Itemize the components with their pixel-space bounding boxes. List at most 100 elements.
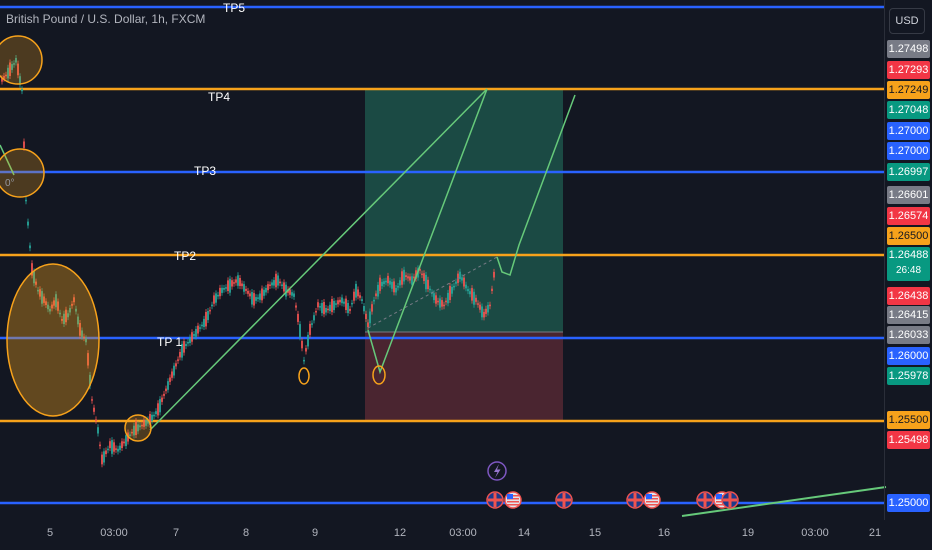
tp4-label: TP4 <box>208 90 231 104</box>
candle-body <box>387 275 389 284</box>
candle-body <box>225 287 227 289</box>
price-tag: 1.26601 <box>887 186 930 204</box>
candle-body <box>133 425 135 436</box>
candle-body <box>211 304 213 307</box>
candle-body <box>381 281 383 287</box>
candle-body <box>319 306 321 308</box>
candle-body <box>47 304 49 310</box>
candle-body <box>305 348 307 352</box>
candle-body <box>405 275 407 277</box>
candle-body <box>27 221 29 226</box>
candle-body <box>51 304 53 309</box>
candle-body <box>341 297 343 304</box>
candle-body <box>215 293 217 303</box>
price-tag: 1.27000 <box>887 142 930 160</box>
tp2-label: TP2 <box>174 249 197 263</box>
candle-body <box>81 330 83 337</box>
candle-body <box>427 279 429 290</box>
lightning-event-icon[interactable] <box>487 461 507 481</box>
candle-body <box>117 448 119 452</box>
candle-body <box>203 318 205 327</box>
highlight-circle <box>124 414 152 442</box>
candle-body <box>335 303 337 305</box>
candle-body <box>243 284 245 292</box>
candle-body <box>397 286 399 288</box>
price-tag: 1.26438 <box>887 287 930 305</box>
candle-body <box>437 300 439 303</box>
candle-body <box>237 275 239 286</box>
loss-zone <box>365 332 563 420</box>
candle-body <box>97 427 99 434</box>
candle-body <box>311 323 313 325</box>
candle-body <box>13 63 15 65</box>
candle-body <box>29 245 31 249</box>
candle-body <box>183 341 185 353</box>
candle-body <box>273 280 275 286</box>
candle-body <box>41 291 43 304</box>
candle-body <box>317 302 319 308</box>
highlight-circle <box>6 263 100 417</box>
angle-line <box>0 144 15 176</box>
candle-body <box>385 280 387 283</box>
price-tag: 1.26033 <box>887 326 930 344</box>
candle-body <box>17 63 19 76</box>
candle-body <box>37 289 39 292</box>
candle-body <box>283 282 285 292</box>
candle-body <box>373 299 375 302</box>
candle-body <box>297 313 299 322</box>
candle-body <box>121 441 123 448</box>
candle-body <box>171 371 173 378</box>
price-tag: 1.25000 <box>887 494 930 512</box>
candle-body <box>271 282 273 286</box>
dashed-projection <box>367 256 498 329</box>
candle-body <box>189 337 191 343</box>
uk-flag-icon[interactable] <box>626 491 644 509</box>
candle-body <box>7 67 9 79</box>
price-tag: 1.26415 <box>887 306 930 324</box>
highlight-circle <box>0 35 43 85</box>
candle-body <box>329 304 331 311</box>
uk-flag-icon[interactable] <box>555 491 573 509</box>
candle-body <box>473 291 475 305</box>
candle-body <box>375 293 377 297</box>
us-flag-icon[interactable] <box>504 491 522 509</box>
uk-flag-icon[interactable] <box>696 491 714 509</box>
candle-body <box>403 269 405 282</box>
candle-body <box>163 393 165 396</box>
candle-body <box>345 298 347 310</box>
candle-body <box>461 277 463 281</box>
candle-body <box>149 414 151 425</box>
candle-body <box>259 293 261 300</box>
time-label: 8 <box>242 527 250 539</box>
candle-body <box>159 399 161 413</box>
candle-body <box>161 397 163 402</box>
candle-body <box>369 311 371 324</box>
time-label: 12 <box>393 527 407 539</box>
currency-button[interactable]: USD <box>889 8 925 34</box>
uk-flag-icon[interactable] <box>721 491 739 509</box>
candle-body <box>455 281 457 284</box>
candle-body <box>105 450 107 455</box>
candle-body <box>331 299 333 313</box>
uk-flag-icon[interactable] <box>486 491 504 509</box>
candle-body <box>413 276 415 279</box>
candle-body <box>267 284 269 291</box>
candle-body <box>469 291 471 295</box>
highlight-circle <box>0 148 45 198</box>
candle-body <box>199 327 201 329</box>
candle-body <box>279 281 281 284</box>
candle-body <box>391 281 393 289</box>
candle-body <box>255 297 257 301</box>
candle-body <box>489 304 491 307</box>
candle-body <box>227 280 229 291</box>
price-axis-border <box>884 0 885 520</box>
economic-events[interactable] <box>486 491 739 509</box>
candle-body <box>43 296 45 303</box>
candle-body <box>223 288 225 290</box>
price-tag: 1.27249 <box>887 81 930 99</box>
us-flag-icon[interactable] <box>643 491 661 509</box>
candle-body <box>291 292 293 296</box>
candle-body <box>175 363 177 367</box>
candle-body <box>99 444 101 447</box>
